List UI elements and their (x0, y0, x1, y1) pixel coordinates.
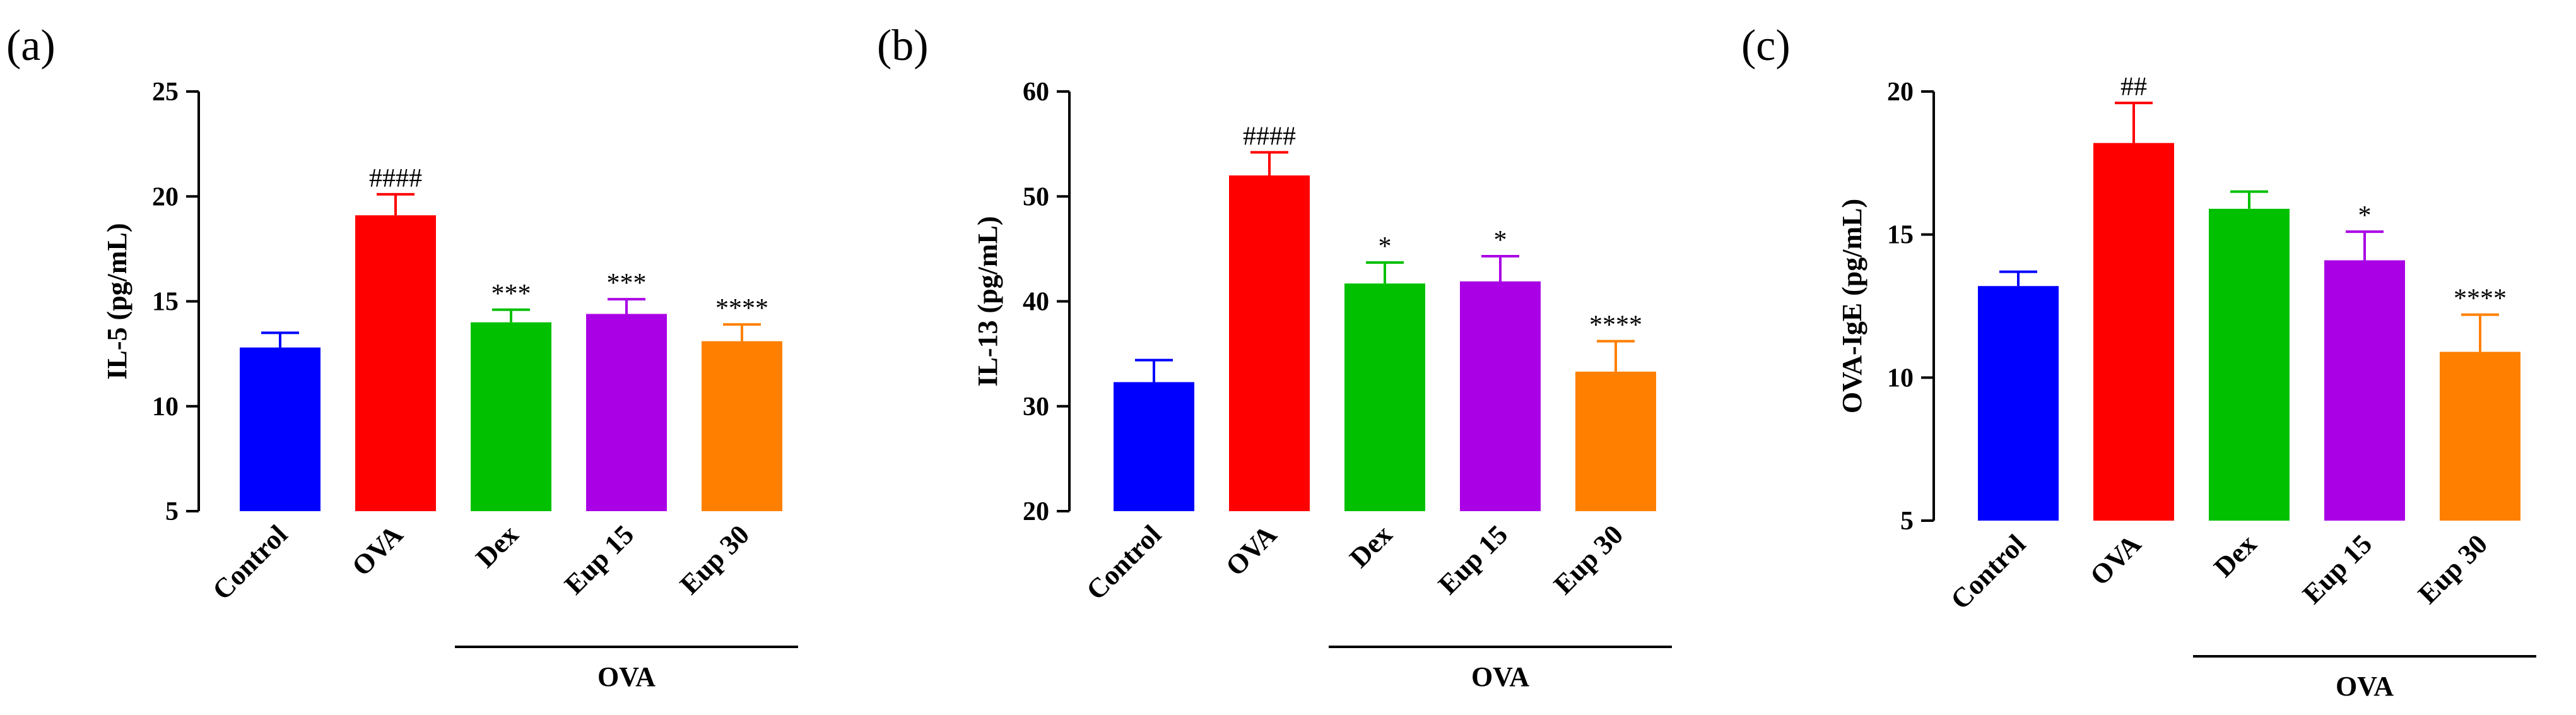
panel-c-significance-3: * (2358, 201, 2372, 230)
panel-c: (c) 5 10 15 20 OVA-IgE (pg/mL) Control ## OVA De… (1741, 21, 2536, 702)
panel-b: (b) 20 30 40 50 60 IL-13 (pg/mL) Control #### OV… (877, 21, 1672, 692)
panel-c-ytick-label-0: 5 (1900, 507, 1914, 536)
panel-a-y-axis-title: IL-5 (pg/mL) (102, 223, 132, 379)
panel-b-y-axis-title: IL-13 (pg/mL) (972, 216, 1003, 386)
panel-c-plot: 5 10 15 20 OVA-IgE (pg/mL) Control ## OVA Dex * Eu… (1837, 73, 2536, 702)
panel-c-letter: (c) (1741, 21, 1791, 70)
panel-b-ytick-label-4: 60 (1023, 78, 1049, 107)
panel-b-ytick-label-1: 30 (1023, 393, 1049, 422)
panel-a-xtick-label-4: Eup 30 (674, 519, 755, 600)
panel-b-xtick-label-1: OVA (1220, 519, 1283, 582)
panel-b-bar-1 (1229, 175, 1310, 511)
panel-b-ytick-label-0: 20 (1023, 497, 1049, 526)
panel-b-bar-4 (1575, 371, 1656, 511)
panel-a-bar-3 (586, 314, 667, 511)
panel-b-group-label: OVA (1471, 661, 1529, 692)
panel-a-significance-3: *** (607, 269, 647, 298)
panel-c-xtick-label-3: Eup 15 (2297, 528, 2378, 610)
panel-a-group-label: OVA (597, 661, 656, 692)
panel-a-xtick-label-2: Dex (470, 519, 524, 573)
panel-c-xtick-label-4: Eup 30 (2412, 528, 2493, 610)
panel-b-letter: (b) (877, 21, 929, 70)
panel-c-xtick-label-0: Control (1944, 528, 2032, 615)
panel-c-bar-4 (2440, 352, 2520, 521)
panel-a-ytick-label-4: 25 (152, 78, 179, 107)
panel-c-bar-3 (2324, 260, 2405, 521)
panel-a-letter: (a) (6, 21, 56, 70)
panel-c-y-axis-title: OVA-IgE (pg/mL) (1837, 199, 1867, 413)
panel-a-ytick-label-0: 5 (165, 497, 179, 526)
panel-a-bar-4 (702, 341, 782, 511)
panel-a-ytick-label-1: 10 (152, 393, 179, 422)
panel-b-significance-1: #### (1243, 122, 1296, 151)
panel-c-ytick-label-2: 15 (1887, 221, 1914, 250)
panel-a-xtick-label-3: Eup 15 (558, 519, 640, 600)
panel-a-significance-1: #### (369, 164, 422, 193)
panel-a-xtick-label-1: OVA (346, 519, 409, 582)
panel-c-ytick-label-3: 20 (1887, 78, 1914, 107)
panel-a-bar-2 (471, 322, 551, 511)
panel-c-group-label: OVA (2336, 671, 2394, 702)
panel-b-bar-3 (1460, 281, 1541, 511)
panel-b-ytick-label-3: 50 (1023, 182, 1049, 211)
panel-b-significance-2: * (1379, 232, 1392, 261)
panel-a-bar-0 (240, 347, 321, 511)
panel-b-xtick-label-0: Control (1080, 519, 1167, 606)
panel-c-ytick-label-1: 10 (1887, 363, 1914, 393)
panel-a-plot: 5 10 15 20 25 IL-5 (pg/mL) Control #### OVA *** De… (102, 78, 798, 692)
panel-c-significance-1: ## (2120, 73, 2147, 102)
panel-a-bar-1 (355, 215, 436, 511)
panel-b-xtick-label-3: Eup 15 (1432, 519, 1514, 600)
panel-b-xtick-label-2: Dex (1344, 519, 1398, 573)
panel-a-significance-2: *** (491, 280, 531, 309)
panel-b-plot: 20 30 40 50 60 IL-13 (pg/mL) Control #### OVA * De… (972, 78, 1672, 692)
panel-a: (a) 5 10 15 20 25 IL-5 (pg/mL) Control #### OVA *… (6, 21, 798, 692)
panel-b-bar-2 (1344, 283, 1425, 511)
panel-c-significance-4: **** (2454, 285, 2507, 314)
panel-c-bar-0 (1978, 286, 2059, 521)
panel-a-xtick-label-0: Control (206, 519, 293, 606)
panel-c-bar-1 (2093, 143, 2174, 521)
panel-b-significance-4: **** (1589, 311, 1642, 340)
panel-c-bar-2 (2209, 208, 2290, 521)
panel-b-bar-0 (1114, 382, 1194, 511)
panel-a-ytick-label-2: 15 (152, 288, 179, 317)
panel-b-xtick-label-4: Eup 30 (1548, 519, 1629, 600)
panel-a-ytick-label-3: 20 (152, 182, 179, 211)
panel-c-xtick-label-1: OVA (2084, 528, 2147, 591)
panel-b-significance-3: * (1494, 226, 1507, 255)
panel-c-xtick-label-2: Dex (2208, 528, 2262, 582)
panel-b-ytick-label-2: 40 (1023, 288, 1049, 317)
panel-a-significance-4: **** (715, 294, 768, 323)
